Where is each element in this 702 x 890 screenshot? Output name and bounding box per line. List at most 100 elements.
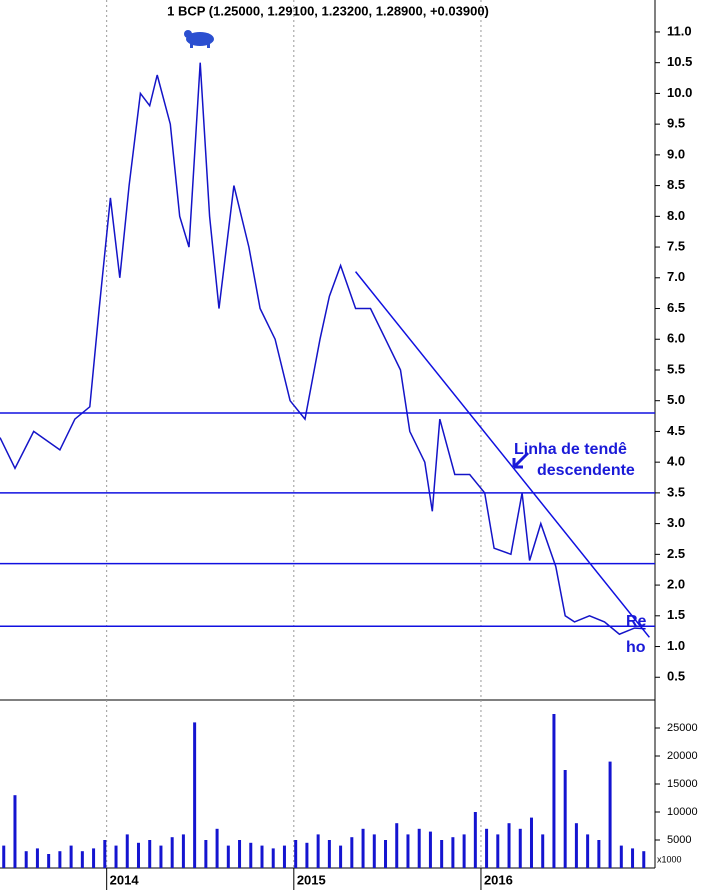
y-tick-label: 7.5 [667, 238, 685, 253]
x-tick-label: 2016 [484, 872, 513, 887]
volume-bar [47, 854, 51, 868]
volume-bar [395, 823, 399, 868]
volume-bar [294, 840, 298, 868]
volume-bar [552, 714, 556, 868]
volume-bar [204, 840, 208, 868]
volume-bar [384, 840, 388, 868]
y-tick-label: 9.0 [667, 146, 685, 161]
y-tick-label: 8.0 [667, 208, 685, 223]
y-tick-label: 11.0 [667, 23, 692, 38]
volume-bar [159, 845, 163, 868]
volume-bar [619, 845, 623, 868]
volume-bar [327, 840, 331, 868]
volume-bar [148, 840, 152, 868]
annotation: ho [626, 639, 646, 656]
volume-bar [462, 834, 466, 868]
volume-bar [406, 834, 410, 868]
price-line [0, 62, 646, 636]
volume-bar [361, 828, 365, 868]
volume-bar [586, 834, 590, 868]
unit-note: x1000 [657, 854, 682, 864]
y-tick-label: 4.0 [667, 454, 685, 469]
volume-bar [193, 722, 197, 868]
volume-bar [249, 842, 253, 868]
y-tick-label: 5000 [667, 834, 691, 846]
y-tick-label: 9.5 [667, 116, 685, 131]
volume-bar [608, 761, 612, 868]
y-tick-label: 15000 [667, 778, 698, 790]
y-tick-label: 7.0 [667, 269, 685, 284]
y-tick-label: 6.5 [667, 300, 685, 315]
volume-bar [574, 823, 578, 868]
x-tick-label: 2015 [297, 872, 326, 887]
volume-bar [226, 845, 230, 868]
y-tick-label: 2.0 [667, 577, 685, 592]
volume-bar [518, 828, 522, 868]
volume-bar [69, 845, 73, 868]
volume-bar [642, 851, 646, 868]
bear-icon [184, 30, 214, 48]
volume-bar [350, 837, 354, 868]
y-tick-label: 8.5 [667, 177, 685, 192]
volume-bar [215, 828, 219, 868]
volume-bar [13, 795, 17, 868]
volume-bar [372, 834, 376, 868]
y-tick-label: 3.0 [667, 515, 685, 530]
y-tick-label: 10000 [667, 806, 698, 818]
volume-bar [305, 842, 309, 868]
volume-bar [473, 812, 477, 868]
volume-bar [58, 851, 62, 868]
volume-bar [125, 834, 129, 868]
y-tick-label: 10.5 [667, 54, 692, 69]
volume-bar [103, 840, 107, 868]
volume-bar [563, 770, 567, 868]
volume-bar [282, 845, 286, 868]
volume-bar [507, 823, 511, 868]
annotation: Linha de tendê [514, 441, 627, 458]
arrow-icon [512, 451, 530, 469]
volume-bar [92, 848, 96, 868]
volume-bar [316, 834, 320, 868]
y-tick-label: 1.0 [667, 638, 685, 653]
y-tick-label: 6.0 [667, 331, 685, 346]
y-tick-label: 4.5 [667, 423, 685, 438]
volume-bar [485, 828, 489, 868]
volume-bar [428, 831, 432, 868]
volume-bar [24, 851, 28, 868]
y-tick-label: 25000 [667, 722, 698, 734]
volume-bar [238, 840, 242, 868]
volume-bar [496, 834, 500, 868]
volume-bar [2, 845, 6, 868]
volume-bar [170, 837, 174, 868]
volume-bar [136, 842, 140, 868]
volume-bar [597, 840, 601, 868]
volume-bar [451, 837, 455, 868]
volume-bar [260, 845, 264, 868]
volume-bar [114, 845, 118, 868]
volume-bar [541, 834, 545, 868]
y-tick-label: 2.5 [667, 546, 685, 561]
y-tick-label: 5.5 [667, 361, 685, 376]
x-tick-label: 2014 [110, 872, 140, 887]
chart-title: 1 BCP (1.25000, 1.29100, 1.23200, 1.2890… [167, 3, 489, 18]
annotation: Re [626, 613, 647, 630]
volume-bar [440, 840, 444, 868]
volume-bar [631, 848, 635, 868]
volume-bar [80, 851, 84, 868]
volume-bar [271, 848, 275, 868]
volume-bar [529, 817, 533, 868]
trend-line [354, 271, 650, 638]
y-tick-label: 10.0 [667, 85, 692, 100]
y-tick-label: 1.5 [667, 607, 685, 622]
volume-bar [339, 845, 343, 868]
y-tick-label: 3.5 [667, 484, 685, 499]
volume-bar [35, 848, 39, 868]
y-tick-label: 5.0 [667, 392, 685, 407]
y-tick-label: 0.5 [667, 669, 685, 684]
volume-bar [417, 828, 421, 868]
y-tick-label: 20000 [667, 750, 698, 762]
annotation: descendente [537, 462, 635, 479]
volume-bar [181, 834, 185, 868]
